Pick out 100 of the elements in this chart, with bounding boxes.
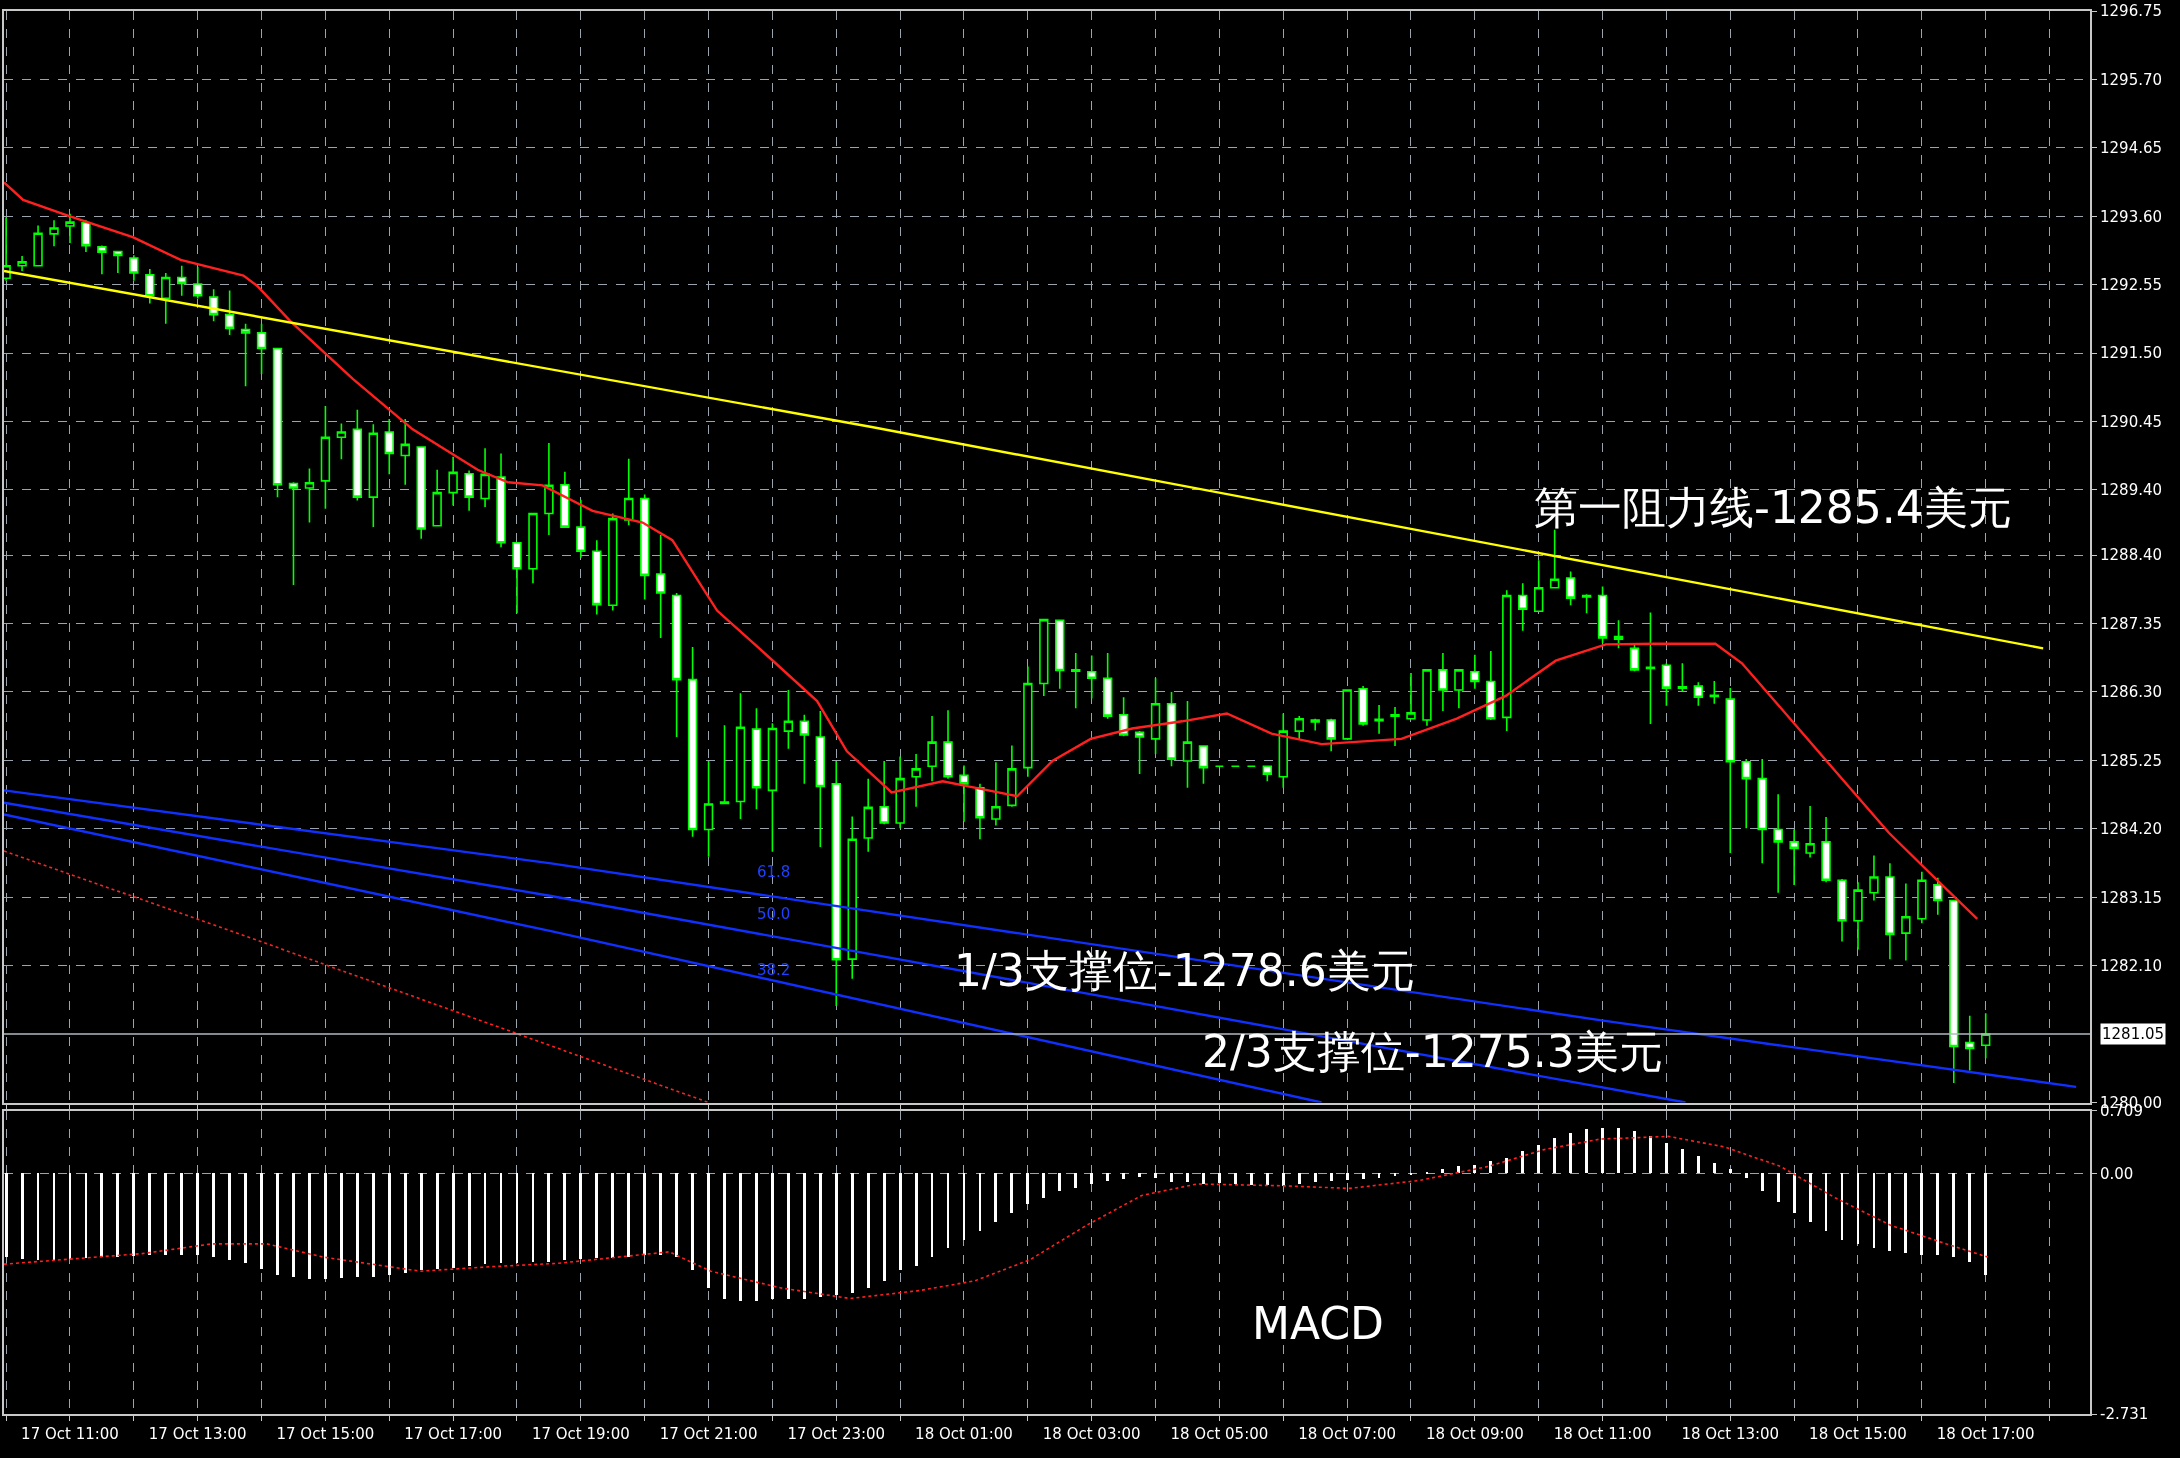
bar	[69, 1172, 71, 1259]
bar	[547, 1172, 550, 1262]
bar	[1394, 1172, 1396, 1176]
bar	[1298, 1172, 1301, 1184]
bar	[1426, 1171, 1428, 1174]
x-tick-label: 17 Oct 17:00	[404, 1425, 503, 1443]
bar	[212, 1172, 215, 1257]
bar	[1729, 1168, 1732, 1173]
candlestick	[1821, 816, 1831, 884]
candlestick	[1246, 765, 1257, 768]
candlestick	[1134, 731, 1145, 775]
candlestick	[1933, 876, 1943, 916]
candlestick	[1757, 758, 1767, 865]
x-tick-label: 17 Oct 11:00	[21, 1425, 119, 1443]
bar	[1090, 1172, 1093, 1184]
bar	[85, 1172, 87, 1258]
bar	[340, 1172, 343, 1278]
bar	[1888, 1172, 1891, 1251]
bar	[260, 1172, 263, 1269]
bar	[228, 1172, 231, 1260]
candlestick	[1741, 758, 1751, 829]
bar	[1569, 1132, 1572, 1173]
y-tick-label: 1287.35	[2100, 614, 2163, 633]
candlestick	[1789, 828, 1799, 886]
bar	[563, 1172, 566, 1260]
candlestick	[97, 246, 107, 276]
bar	[883, 1172, 886, 1281]
bar	[1649, 1135, 1652, 1173]
y-tick-label: -2.731	[2100, 1405, 2149, 1424]
candlestick	[432, 468, 442, 527]
bar	[1026, 1172, 1029, 1204]
candlestick	[1613, 619, 1624, 650]
bar	[627, 1172, 630, 1257]
bar	[356, 1172, 359, 1277]
candlestick	[368, 423, 379, 528]
bar	[372, 1172, 375, 1277]
bar	[947, 1172, 949, 1248]
bar	[276, 1172, 279, 1275]
bar	[771, 1172, 774, 1299]
bar	[1330, 1172, 1333, 1181]
bar	[899, 1172, 902, 1270]
bar	[452, 1172, 455, 1268]
bar	[1841, 1172, 1843, 1240]
bar	[1936, 1172, 1939, 1255]
y-tick-label: 1284.20	[2100, 820, 2163, 839]
bar	[1410, 1172, 1412, 1175]
candlestick	[943, 709, 953, 780]
candlestick	[1581, 593, 1592, 614]
bar	[595, 1172, 598, 1258]
x-tick-label: 18 Oct 05:00	[1170, 1425, 1269, 1443]
bar	[1793, 1172, 1796, 1213]
y-tick-label: 1293.60	[2100, 207, 2163, 226]
x-tick-label: 18 Oct 11:00	[1553, 1425, 1652, 1443]
candlestick	[831, 760, 841, 1007]
y-tick-label: 0.00	[2100, 1164, 2134, 1183]
bar	[1122, 1172, 1125, 1179]
bar	[1058, 1172, 1061, 1191]
bar	[1585, 1128, 1588, 1173]
y-tick-label: 1290.45	[2100, 412, 2163, 431]
y-tick-label: 1282.10	[2100, 956, 2163, 975]
bar	[579, 1172, 582, 1259]
candlestick	[1086, 654, 1097, 700]
candlestick	[1629, 644, 1640, 672]
candlestick	[560, 470, 570, 528]
candlestick	[1533, 559, 1544, 612]
bar	[1904, 1172, 1907, 1253]
bar	[979, 1172, 981, 1231]
candlestick	[272, 347, 283, 498]
bar	[1154, 1172, 1157, 1178]
candlestick	[1166, 691, 1177, 768]
ref-line-label: 1281.05	[2102, 1025, 2165, 1043]
candlestick	[927, 715, 937, 783]
bar	[100, 1172, 103, 1257]
bar	[1457, 1165, 1460, 1173]
candlestick	[528, 512, 538, 584]
candlestick	[240, 323, 251, 388]
candlestick	[751, 707, 762, 811]
bar	[1697, 1155, 1700, 1173]
x-tick-label: 18 Oct 09:00	[1425, 1425, 1524, 1443]
candlestick	[1725, 687, 1735, 854]
bar	[53, 1172, 55, 1260]
bar	[1489, 1160, 1492, 1173]
candlestick	[655, 534, 666, 639]
bar	[1170, 1172, 1173, 1182]
candlestick	[1885, 862, 1895, 960]
candlestick	[1869, 854, 1879, 902]
candlestick	[1693, 681, 1704, 707]
candlestick	[1805, 805, 1815, 859]
candlestick	[687, 646, 698, 838]
candlestick	[177, 265, 187, 297]
candlestick	[1150, 677, 1161, 755]
bar	[1777, 1172, 1780, 1202]
x-tick-label: 17 Oct 21:00	[659, 1425, 758, 1443]
bar	[691, 1172, 694, 1270]
candlestick	[256, 323, 267, 375]
candlestick	[1230, 765, 1241, 768]
bar	[1873, 1172, 1875, 1248]
candlestick	[288, 482, 299, 586]
candlestick	[847, 815, 857, 980]
bar	[1441, 1168, 1444, 1173]
